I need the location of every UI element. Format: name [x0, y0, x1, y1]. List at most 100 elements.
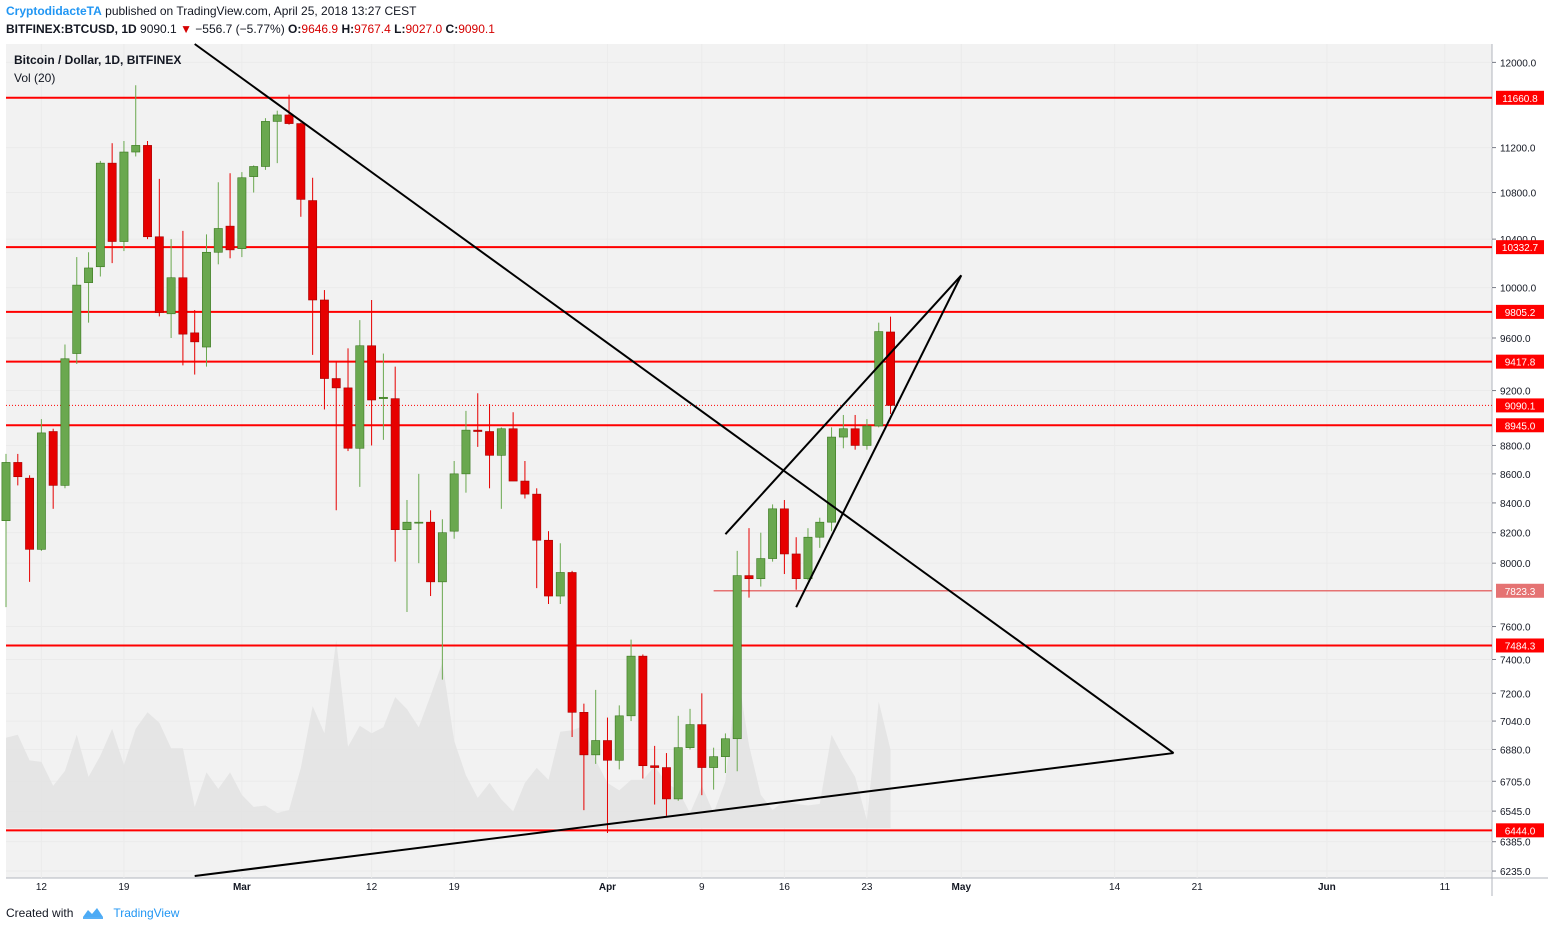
close-label: C: — [445, 22, 459, 36]
price-change: −556.7 (−5.77%) — [195, 22, 285, 36]
level-price-label: 7823.3 — [1496, 583, 1544, 598]
y-tick-label: 6880.0 — [1500, 745, 1531, 756]
candle-body — [143, 145, 152, 238]
candle-body — [154, 236, 164, 313]
candle-body — [473, 429, 483, 432]
y-tick-label: 6235.0 — [1500, 867, 1531, 878]
price-axis — [1492, 44, 1548, 878]
candle-body — [827, 436, 836, 523]
candle-body — [1, 462, 11, 521]
published-text: published on TradingView.com, April 25, … — [105, 4, 417, 18]
tradingview-logo-icon — [83, 908, 104, 919]
level-price-label-bg — [1496, 418, 1544, 433]
candle-body — [520, 480, 530, 495]
candle-body — [48, 431, 58, 486]
candle-body — [496, 428, 506, 456]
level-price-label-text: 7823.3 — [1505, 587, 1536, 598]
level-price-label-text: 7484.3 — [1505, 641, 1536, 652]
last-price: 9090.1 — [140, 22, 177, 36]
y-tick-label: 7040.0 — [1500, 717, 1531, 728]
candle-body — [36, 432, 46, 550]
close-value: 9090.1 — [458, 22, 495, 36]
candle-body — [320, 299, 329, 379]
level-price-label-text: 10332.7 — [1502, 243, 1539, 254]
candle-body — [402, 521, 412, 530]
candle-body — [449, 473, 459, 532]
candle-body — [662, 767, 671, 800]
volume-area — [6, 640, 891, 828]
x-tick-label: Mar — [233, 882, 251, 893]
trendline — [194, 752, 1174, 878]
candle-body — [272, 114, 282, 122]
y-tick-label: 6705.0 — [1500, 777, 1531, 788]
candle-body — [720, 738, 730, 757]
high-label: H: — [341, 22, 355, 36]
candle-body — [249, 166, 259, 177]
x-tick-label: May — [952, 882, 972, 893]
publish-info: CryptodidacteTA published on TradingView… — [6, 4, 416, 18]
candle-body — [591, 740, 601, 756]
level-price-label-bg — [1496, 398, 1544, 413]
x-tick-label: Jun — [1318, 882, 1336, 893]
trendline — [795, 274, 963, 608]
candle-body — [414, 521, 424, 524]
level-price-label: 6444.0 — [1496, 823, 1544, 838]
y-tick-label: 10800.0 — [1500, 189, 1537, 200]
symbol-label[interactable]: BITFINEX:BTCUSD, 1D — [6, 22, 137, 36]
candle-body — [461, 429, 471, 475]
level-price-label-text: 8945.0 — [1505, 421, 1536, 432]
candle-body — [732, 575, 742, 740]
candle-body — [779, 508, 789, 555]
candle-body — [390, 398, 400, 530]
level-price-label-bg — [1496, 354, 1544, 369]
candle-body — [850, 428, 860, 446]
level-price-label-bg — [1496, 583, 1544, 598]
trendline — [724, 274, 963, 535]
footer: Created with TradingView — [6, 906, 179, 920]
candle-body — [508, 428, 518, 482]
y-tick-label: 7200.0 — [1500, 689, 1531, 700]
candle-body — [756, 558, 766, 580]
candle-body — [744, 575, 754, 580]
candle-body — [768, 508, 778, 559]
level-price-label-bg — [1496, 90, 1544, 105]
level-price-label: 9090.1 — [1496, 398, 1544, 413]
y-tick-label: 8000.0 — [1500, 559, 1531, 570]
candle-body — [355, 345, 365, 449]
candle-body — [367, 345, 377, 401]
candle-body — [862, 425, 872, 446]
created-with-text: Created with — [6, 906, 74, 920]
y-tick-label: 8400.0 — [1500, 499, 1531, 510]
candle-body — [638, 655, 648, 767]
level-price-label: 8945.0 — [1496, 418, 1544, 433]
candle-body — [296, 123, 306, 200]
candle-body — [614, 715, 624, 761]
tradingview-link[interactable]: TradingView — [113, 906, 180, 920]
candle-body — [178, 277, 188, 335]
candle-body — [650, 765, 660, 768]
author-link[interactable]: CryptodidacteTA — [6, 4, 102, 18]
y-tick-label: 7400.0 — [1500, 655, 1531, 666]
candle-body — [437, 532, 447, 583]
candle-body — [886, 331, 895, 406]
level-price-label-text: 11660.8 — [1502, 94, 1538, 105]
candle-body — [485, 431, 494, 456]
y-tick-label: 9600.0 — [1500, 334, 1531, 345]
level-price-label-bg — [1496, 823, 1544, 838]
candle-body — [131, 145, 141, 153]
candle-body — [190, 332, 200, 343]
y-tick-label: 11200.0 — [1500, 144, 1536, 155]
time-axis — [6, 878, 1548, 896]
candle-body — [709, 756, 719, 768]
candle-body — [567, 572, 577, 713]
candle-body — [107, 162, 117, 242]
level-price-label-bg — [1496, 240, 1544, 255]
x-tick-label: 19 — [449, 882, 461, 893]
x-tick-label: 11 — [1440, 882, 1451, 893]
level-price-label: 11660.8 — [1496, 90, 1544, 105]
candle-body — [791, 553, 801, 580]
candle-body — [25, 477, 35, 550]
x-tick-label: 21 — [1192, 882, 1204, 893]
y-tick-label: 8200.0 — [1500, 529, 1531, 540]
